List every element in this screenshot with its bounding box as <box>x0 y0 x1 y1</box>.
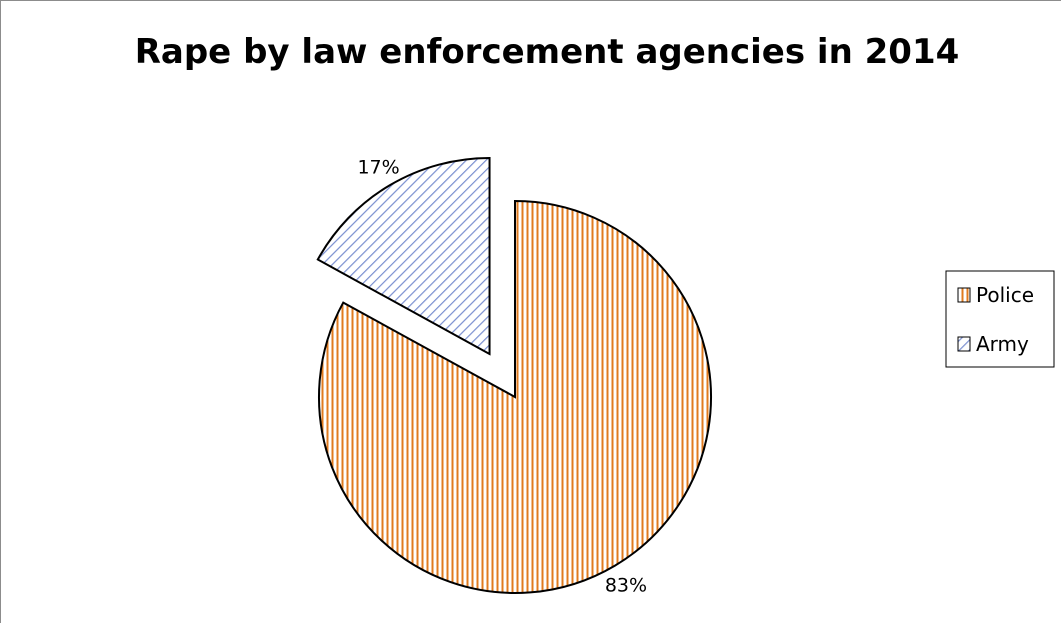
data-label-police: 83% <box>605 575 647 597</box>
legend-swatch-army <box>957 336 971 352</box>
pie-slice-police <box>318 199 712 594</box>
data-label-army: 17% <box>357 156 399 178</box>
legend-label-army: Army <box>976 332 1029 356</box>
chart-title: Rape by law enforcement agencies in 2014 <box>135 32 960 72</box>
pie-slice-army <box>316 156 491 356</box>
pie-data-labels: 83% 17% <box>357 156 647 596</box>
legend: Police Army <box>945 270 1055 368</box>
pie-slices <box>316 156 712 594</box>
legend-swatch-police <box>957 287 971 303</box>
legend-label-police: Police <box>976 283 1034 307</box>
